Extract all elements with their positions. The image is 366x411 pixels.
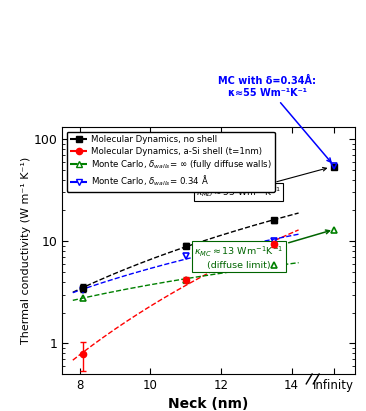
X-axis label: Neck (nm): Neck (nm) — [168, 397, 249, 411]
Circle shape — [176, 12, 219, 56]
Circle shape — [78, 81, 107, 110]
Circle shape — [176, 65, 219, 109]
Circle shape — [78, 12, 107, 41]
Circle shape — [10, 12, 39, 41]
Circle shape — [44, 12, 73, 41]
Text: MC with δ=0.34Å:
κ≈55 Wm⁻¹K⁻¹: MC with δ=0.34Å: κ≈55 Wm⁻¹K⁻¹ — [218, 76, 331, 162]
Circle shape — [78, 46, 107, 75]
Circle shape — [44, 81, 73, 110]
Circle shape — [10, 81, 39, 110]
Circle shape — [125, 12, 168, 56]
Text: $\kappa_{MC}$$\approx$13 Wm$^{-1}$K$^{-1}$
(diffuse limit): $\kappa_{MC}$$\approx$13 Wm$^{-1}$K$^{-1… — [194, 230, 329, 270]
Text: Membrane
without
hole: Membrane without hole — [261, 35, 332, 82]
Y-axis label: Thermal conductivity (W m⁻¹ K⁻¹): Thermal conductivity (W m⁻¹ K⁻¹) — [21, 157, 31, 344]
Circle shape — [125, 65, 168, 109]
Legend: Molecular Dynamics, no shell, Molecular Dynamics, a-Si shell (t=1nm), Monte Carl: Molecular Dynamics, no shell, Molecular … — [67, 132, 275, 192]
Text: $\kappa_{MD}$$\approx$53 Wm$^{-1}$K$^{-1}$: $\kappa_{MD}$$\approx$53 Wm$^{-1}$K$^{-1… — [196, 167, 326, 199]
Circle shape — [10, 46, 39, 75]
Circle shape — [44, 46, 73, 75]
